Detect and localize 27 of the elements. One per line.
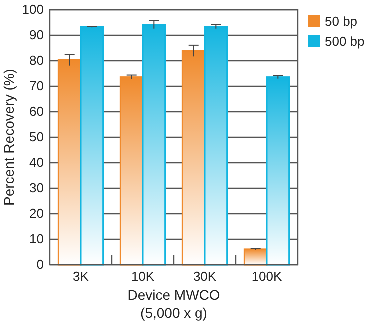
bar: [80, 26, 104, 266]
y-tick-label: 80: [30, 53, 44, 68]
legend-label: 50 bp: [325, 14, 358, 29]
bar: [182, 50, 206, 266]
bar: [142, 24, 166, 266]
x-axis-title: Device MWCO (5,000 x g): [128, 287, 220, 321]
y-tick-label: 70: [30, 78, 44, 94]
y-tick-label: 20: [30, 206, 44, 222]
bar: [204, 26, 228, 266]
y-tick-label: 60: [30, 104, 44, 120]
bar: [266, 76, 290, 266]
bar: [58, 59, 82, 266]
y-tick-label: 90: [30, 28, 44, 43]
y-tick-label: 10: [30, 232, 44, 247]
y-tick-label: 50: [30, 130, 44, 145]
x-tick-label: 10K: [131, 269, 155, 284]
y-tick-label: 0: [36, 257, 44, 272]
legend-label: 500 bp: [325, 34, 365, 49]
y-tick-label: 30: [30, 180, 44, 196]
y-tick-label: 40: [30, 155, 44, 170]
y-axis-title: Percent Recovery (%): [1, 69, 17, 206]
x-tick-label: 3K: [73, 269, 90, 284]
bar: [120, 76, 144, 266]
bar: [244, 248, 268, 266]
x-tick-label: 100K: [252, 269, 282, 284]
x-tick-label: 30K: [193, 269, 217, 284]
y-tick-label: 100: [22, 2, 44, 18]
